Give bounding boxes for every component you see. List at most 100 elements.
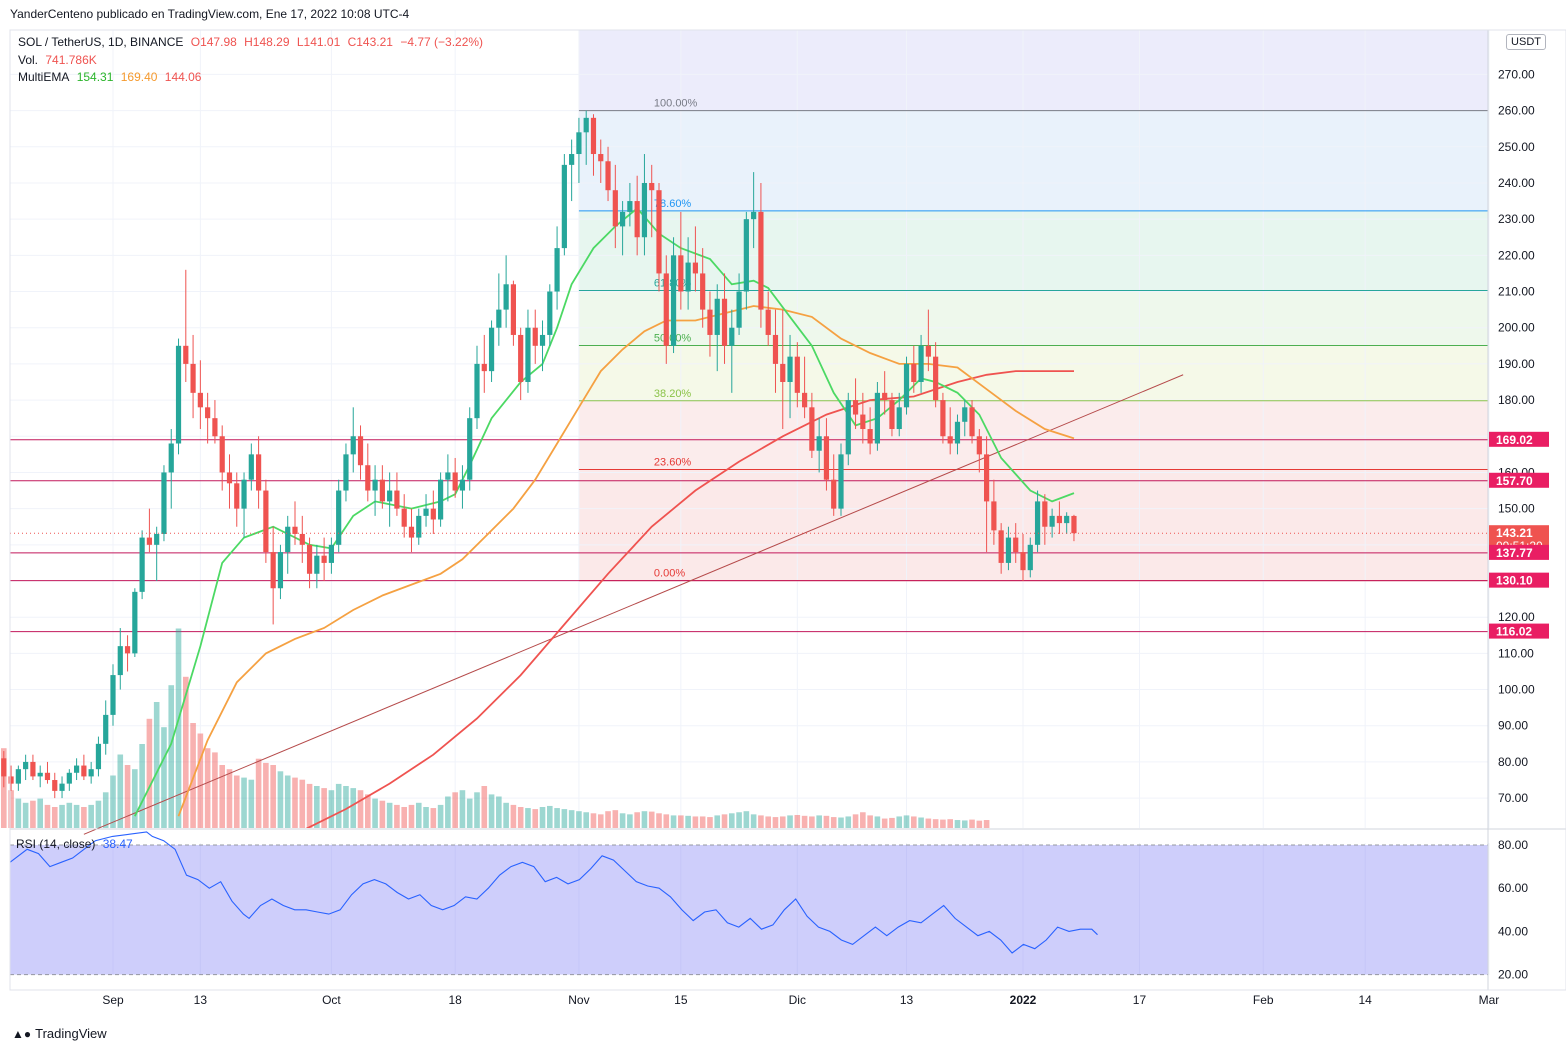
candle-body <box>714 298 720 335</box>
candle-body <box>8 776 14 784</box>
volume-bar <box>386 802 393 828</box>
candle-body <box>306 544 313 574</box>
candle-body <box>256 454 262 491</box>
candle-body <box>74 765 80 773</box>
volume-bar <box>634 812 640 828</box>
candle-body <box>882 392 888 401</box>
candle-body <box>729 327 735 346</box>
volume-bar <box>881 818 888 828</box>
rsi-band <box>10 845 1488 975</box>
volume-bar <box>372 798 378 828</box>
volume-bar <box>321 788 327 828</box>
symbol-label[interactable]: SOL / TetherUS, 1D, BINANCE <box>18 35 184 49</box>
volume-bar <box>284 775 291 828</box>
volume-bar <box>627 814 633 828</box>
candle-body <box>183 345 189 364</box>
candle-body <box>896 407 902 430</box>
candle-body <box>692 262 698 274</box>
candle-body <box>66 772 72 784</box>
volume-bar <box>81 807 87 828</box>
volume-bar <box>110 775 116 828</box>
candle-body <box>991 501 997 531</box>
volume-bar <box>73 804 80 828</box>
price-tick-label: 150.00 <box>1498 502 1535 516</box>
price-tick-label: 220.00 <box>1498 248 1535 262</box>
volume-bar <box>328 790 335 828</box>
volume-bar <box>801 815 808 828</box>
time-tick-label: Mar <box>1479 993 1500 1007</box>
volume-bar <box>241 777 247 828</box>
volume-bar <box>212 752 218 828</box>
volume-bar <box>976 820 983 828</box>
candle-body <box>299 533 305 545</box>
rsi-tick-label: 20.00 <box>1498 968 1528 982</box>
volume-bar <box>197 733 204 828</box>
ohlc-legend: SOL / TetherUS, 1D, BINANCE O147.98 H148… <box>18 35 487 49</box>
candle-body <box>1034 501 1041 545</box>
rsi-legend: RSI (14, close) 38.47 <box>16 837 137 851</box>
candle-body <box>285 526 291 553</box>
tradingview-brand[interactable]: ▲● TradingView <box>12 1026 107 1041</box>
volume-bar <box>22 802 29 828</box>
candle-body <box>634 201 640 238</box>
candle-body <box>751 211 757 220</box>
volume-bar <box>525 808 531 828</box>
candle-body <box>1049 515 1055 527</box>
price-tick-label: 200.00 <box>1498 321 1535 335</box>
volume-bar <box>758 815 764 828</box>
volume-label[interactable]: Vol. <box>18 53 39 67</box>
volume-value: 741.786K <box>45 53 97 67</box>
fib-level-label: 23.60% <box>654 457 692 469</box>
volume-bar <box>816 815 822 828</box>
candle-body <box>430 508 436 520</box>
volume-bar <box>452 792 458 828</box>
volume-bar <box>183 676 189 828</box>
candle-body <box>205 407 211 419</box>
volume-bar <box>270 765 276 828</box>
candle-body <box>139 537 145 592</box>
candle-body <box>445 472 451 480</box>
volume-bar <box>663 814 670 828</box>
candle-body <box>343 454 349 491</box>
candle-body <box>197 392 203 408</box>
candle-body <box>408 526 415 538</box>
candle-body <box>110 675 116 715</box>
candle-body <box>823 436 830 480</box>
candle-body <box>947 436 953 444</box>
price-tick-label: 230.00 <box>1498 212 1535 226</box>
volume-bar <box>772 817 779 828</box>
time-tick-label: Dic <box>789 993 806 1007</box>
ema-label[interactable]: MultiEMA <box>18 70 70 84</box>
volume-bar <box>656 813 662 828</box>
candle-body <box>132 591 138 654</box>
candle-body <box>903 363 910 408</box>
volume-bar <box>168 685 175 828</box>
candle-body <box>984 454 990 502</box>
currency-button[interactable]: USDT <box>1506 34 1546 50</box>
price-tick-label: 90.00 <box>1498 719 1528 733</box>
price-marker-label: 157.70 <box>1496 474 1533 488</box>
volume-bar <box>496 796 502 828</box>
volume-bar <box>394 804 400 828</box>
price-marker-box <box>1489 544 1549 560</box>
candle-body <box>1020 552 1026 571</box>
candle-body <box>962 407 968 422</box>
ema-fast-value: 154.31 <box>76 70 114 84</box>
volume-bar <box>248 779 255 828</box>
volume-bar <box>619 813 626 828</box>
price-tick-label: 190.00 <box>1498 357 1535 371</box>
volume-bar <box>954 820 961 828</box>
volume-bar <box>597 814 604 828</box>
rsi-label[interactable]: RSI (14, close) <box>16 837 96 851</box>
volume-bar <box>124 765 131 828</box>
price-marker-label: 143.21 <box>1496 526 1533 540</box>
candle-body <box>488 327 495 372</box>
candle-body <box>663 273 669 346</box>
volume-bar <box>204 748 211 828</box>
volume-bar <box>365 794 371 828</box>
candle-body <box>583 117 589 133</box>
candle-body <box>954 421 961 444</box>
volume-bar <box>88 804 94 828</box>
candle-body <box>743 219 749 292</box>
